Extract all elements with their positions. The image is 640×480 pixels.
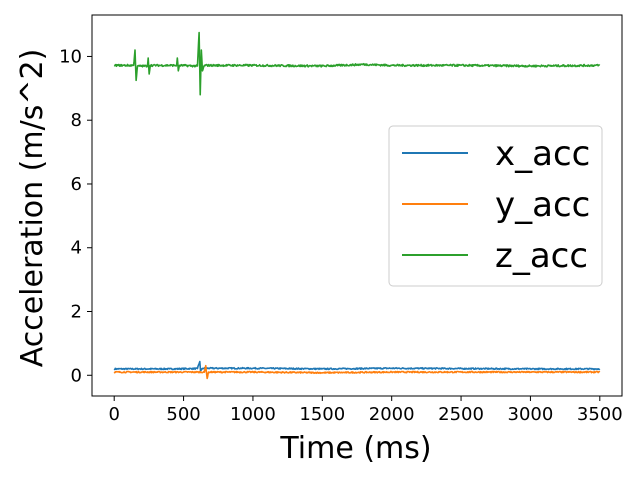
y-axis: 0 2 4 6 8 10 — [59, 46, 92, 386]
plot-frame — [91, 14, 623, 397]
x-tick-label-500: 500 — [166, 404, 200, 425]
legend-label-z-acc: z_acc — [495, 236, 588, 276]
x-axis: 0 500 1000 1500 2000 2500 3000 3500 — [108, 396, 623, 425]
y-tick-label-2: 2 — [71, 302, 82, 323]
x-axis-title: Time (ms) — [279, 431, 431, 466]
y-tick-label-4: 4 — [71, 238, 82, 259]
x-tick-label-3000: 3000 — [508, 404, 554, 425]
series-line-y-acc — [113, 364, 601, 380]
legend-frame — [388, 125, 603, 287]
y-tick-label-10: 10 — [59, 46, 82, 67]
y-axis-title: Acceleration (m/s^2) — [15, 49, 50, 368]
legend: x_acc y_acc z_acc — [388, 125, 603, 287]
series-layer — [113, 31, 601, 380]
series-line-x-acc — [113, 360, 601, 372]
x-tick-label-3500: 3500 — [577, 404, 623, 425]
x-tick-label-1500: 1500 — [299, 404, 345, 425]
x-tick-label-1000: 1000 — [230, 404, 276, 425]
x-tick-label-0: 0 — [108, 404, 119, 425]
y-tick-label-6: 6 — [71, 174, 82, 195]
legend-label-x-acc: x_acc — [495, 134, 590, 174]
x-tick-label-2500: 2500 — [438, 404, 484, 425]
legend-label-y-acc: y_acc — [495, 185, 590, 225]
series-line-z-acc — [113, 31, 601, 96]
y-tick-label-0: 0 — [71, 365, 82, 386]
y-tick-label-8: 8 — [71, 110, 82, 131]
x-tick-label-2000: 2000 — [369, 404, 415, 425]
